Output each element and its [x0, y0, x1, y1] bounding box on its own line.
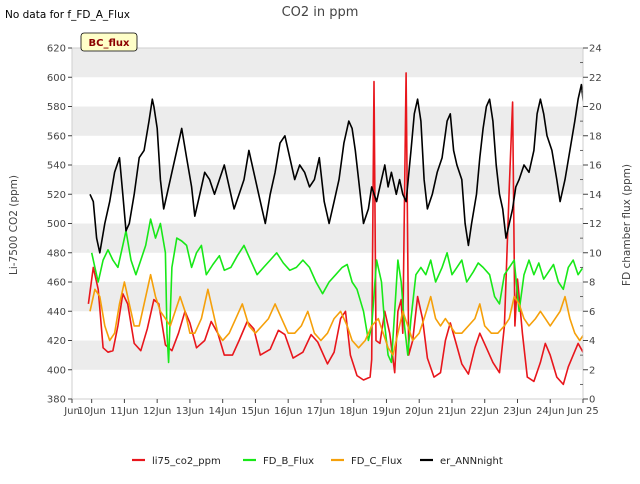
series-line-FD_B_Flux [90, 218, 583, 364]
y-tick-label: 480 [47, 248, 66, 259]
background-band [72, 340, 583, 370]
x-tick-label: 21Jun [438, 406, 466, 417]
background-band [72, 311, 583, 341]
y2-tick-label: 14 [589, 190, 602, 201]
y2-tick-label: 20 [589, 102, 602, 113]
x-tick-label: 20Jun [405, 406, 433, 417]
x-tick-label: Jun [63, 406, 80, 417]
legend-label-FD_B_Flux: FD_B_Flux [263, 456, 314, 467]
background-band [72, 165, 583, 195]
badge-label: BC_flux [89, 38, 130, 49]
x-tick-label: 23Jun [503, 406, 531, 417]
y2-tick-label: 4 [589, 336, 595, 347]
y2-tick-label: 22 [589, 73, 602, 84]
y-tick-label: 600 [47, 73, 66, 84]
legend-label-FD_C_Flux: FD_C_Flux [351, 456, 402, 467]
background-bands [72, 48, 583, 399]
y-tick-label: 380 [47, 395, 66, 406]
y-tick-label: 620 [47, 44, 66, 55]
y2-tick-label: 24 [589, 44, 602, 55]
x-tick-label: 22Jun [471, 406, 499, 417]
no-data-note: No data for f_FD_A_Flux [5, 9, 130, 21]
bc-flux-badge: BC_flux [80, 32, 138, 52]
y-tick-label: 560 [47, 131, 66, 142]
y-axis-left: 380 400 420 440 460 480 500 520 540 560 580 600 620 [47, 44, 72, 406]
y-tick-label: 580 [47, 102, 66, 113]
background-band [72, 77, 583, 107]
chart-title: CO2 in ppm [282, 5, 359, 20]
x-tick-label: 24Jun [536, 406, 564, 417]
y2-axis-label: FD chamber flux (ppm) [621, 164, 633, 286]
x-tick-label: 12Jun [143, 406, 171, 417]
y-tick-label: 460 [47, 278, 66, 289]
y2-tick-label: 2 [589, 365, 595, 376]
y2-tick-label: 18 [589, 131, 602, 142]
y-tick-label: 500 [47, 219, 66, 230]
x-tick-label: 18Jun [340, 406, 368, 417]
series-line-er_ANNnight [89, 83, 583, 254]
x-tick-label: 10Jun [77, 406, 105, 417]
legend: li75_co2_ppm FD_B_Flux FD_C_Flux er_ANNnigh… [132, 456, 503, 467]
series-line-FD_C_Flux [89, 273, 583, 356]
x-tick-label: 15Jun [241, 406, 269, 417]
y-axis-label: Li-7500 CO2 (ppm) [8, 175, 20, 275]
background-band [72, 252, 583, 282]
y2-tick-label: 12 [589, 219, 602, 230]
y-tick-label: 440 [47, 307, 66, 318]
background-band [72, 223, 583, 253]
badge-box [80, 32, 138, 52]
x-tick-label: 16Jun [274, 406, 302, 417]
x-tick-label: Jun 25 [566, 406, 599, 417]
background-band [72, 48, 583, 78]
legend-label-er_ANNnight: er_ANNnight [440, 456, 503, 467]
y-tick-label: 540 [47, 161, 66, 172]
y2-tick-label: 6 [589, 307, 595, 318]
y-tick-label: 420 [47, 336, 66, 347]
x-tick-label: 17Jun [307, 406, 335, 417]
y-tick-label: 520 [47, 190, 66, 201]
y2-tick-label: 16 [589, 161, 602, 172]
x-tick-label: 19Jun [372, 406, 400, 417]
y-tick-label: 400 [47, 365, 66, 376]
background-band [72, 282, 583, 312]
x-tick-label: 13Jun [176, 406, 204, 417]
y2-tick-label: 0 [589, 395, 595, 406]
y2-tick-label: 10 [589, 248, 602, 259]
x-tick-label: 11Jun [110, 406, 138, 417]
series-line-li75_co2_ppm [87, 72, 583, 386]
y2-tick-label: 8 [589, 278, 595, 289]
background-band [72, 135, 583, 165]
legend-label-li75_co2_ppm: li75_co2_ppm [152, 456, 221, 467]
background-band [72, 369, 583, 399]
series-layer [87, 72, 583, 386]
x-tick-label: 14Jun [208, 406, 236, 417]
